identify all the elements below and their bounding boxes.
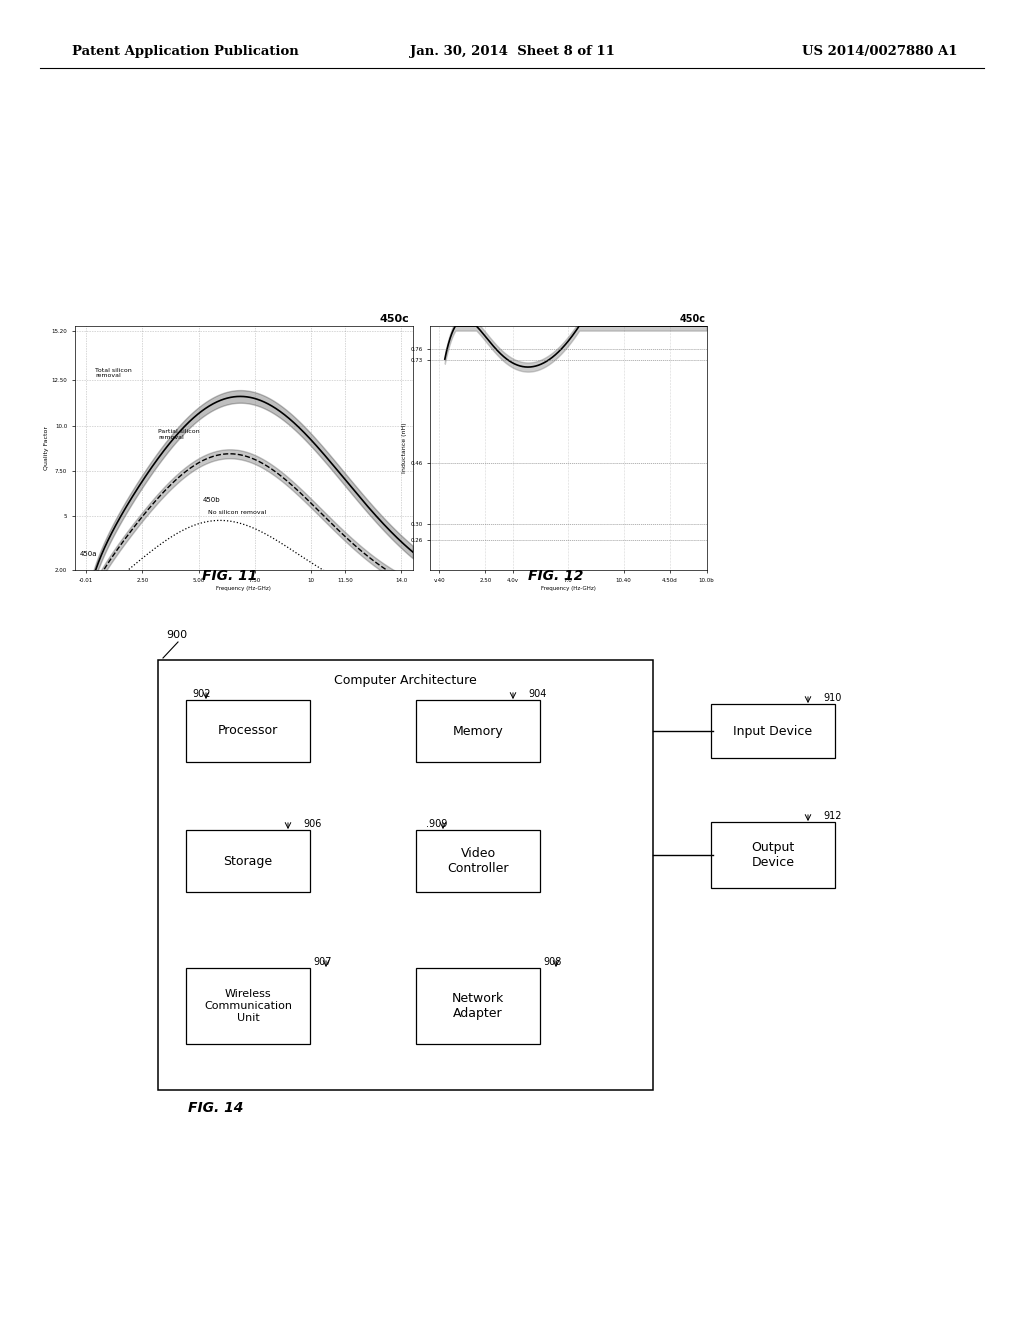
Text: Total silicon
removal: Total silicon removal: [95, 368, 132, 379]
Text: 450a: 450a: [79, 550, 96, 557]
FancyBboxPatch shape: [186, 968, 310, 1044]
Text: 450c: 450c: [680, 314, 706, 323]
X-axis label: Frequency (Hz-GHz): Frequency (Hz-GHz): [216, 586, 271, 590]
Text: Memory: Memory: [453, 725, 504, 738]
FancyBboxPatch shape: [186, 700, 310, 762]
Text: 910: 910: [823, 693, 842, 704]
Text: Partial silicon
removal: Partial silicon removal: [158, 429, 200, 440]
FancyBboxPatch shape: [711, 822, 835, 888]
Text: FIG. 12: FIG. 12: [528, 569, 584, 583]
Text: Processor: Processor: [218, 725, 279, 738]
FancyBboxPatch shape: [416, 968, 540, 1044]
Text: Jan. 30, 2014  Sheet 8 of 11: Jan. 30, 2014 Sheet 8 of 11: [410, 45, 614, 58]
Text: 908: 908: [543, 957, 561, 968]
Text: Network
Adapter: Network Adapter: [452, 993, 504, 1020]
FancyBboxPatch shape: [416, 830, 540, 892]
Text: Input Device: Input Device: [733, 725, 813, 738]
Text: US 2014/0027880 A1: US 2014/0027880 A1: [803, 45, 958, 58]
Text: 904: 904: [528, 689, 547, 700]
Text: 450c: 450c: [380, 314, 410, 323]
Text: 906: 906: [303, 818, 322, 829]
Text: 912: 912: [823, 810, 842, 821]
Text: FIG. 11: FIG. 11: [203, 569, 258, 583]
X-axis label: Frequency (Hz-GHz): Frequency (Hz-GHz): [541, 586, 596, 590]
Text: 900: 900: [166, 630, 187, 640]
Text: 450b: 450b: [203, 496, 221, 503]
Text: Output
Device: Output Device: [752, 841, 795, 869]
Text: FIG. 14: FIG. 14: [188, 1101, 244, 1115]
Y-axis label: Inductance (nH): Inductance (nH): [402, 422, 408, 474]
FancyBboxPatch shape: [416, 700, 540, 762]
Text: Wireless
Communication
Unit: Wireless Communication Unit: [204, 990, 292, 1023]
Y-axis label: Quality Factor: Quality Factor: [44, 426, 48, 470]
Text: Computer Architecture: Computer Architecture: [334, 675, 477, 686]
FancyBboxPatch shape: [158, 660, 653, 1090]
Text: 907: 907: [313, 957, 332, 968]
FancyBboxPatch shape: [186, 830, 310, 892]
Text: Storage: Storage: [223, 854, 272, 867]
Text: .909: .909: [426, 818, 447, 829]
FancyBboxPatch shape: [711, 704, 835, 758]
Text: Video
Controller: Video Controller: [447, 847, 509, 875]
Text: No silicon removal: No silicon removal: [208, 510, 266, 515]
Text: Patent Application Publication: Patent Application Publication: [72, 45, 299, 58]
Text: 902: 902: [193, 689, 211, 700]
